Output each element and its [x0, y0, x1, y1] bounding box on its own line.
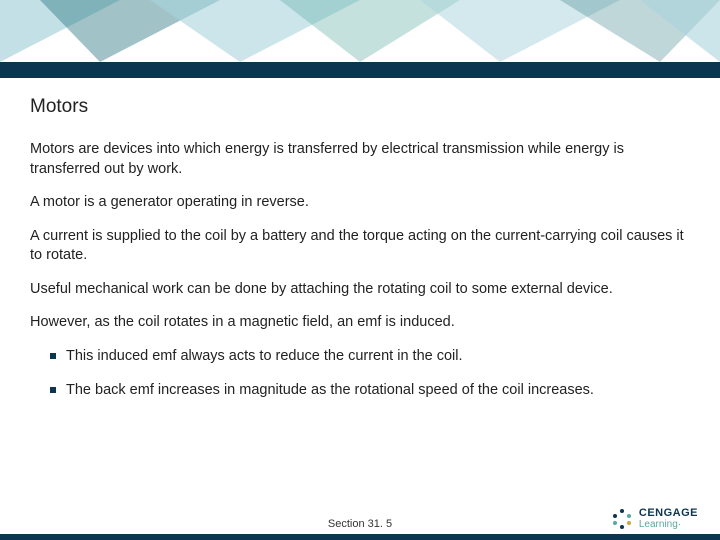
paragraph: However, as the coil rotates in a magnet… — [30, 313, 690, 333]
paragraph: A motor is a generator operating in reve… — [30, 193, 690, 213]
slide-header — [0, 0, 720, 78]
paragraph: Useful mechanical work can be done by at… — [30, 280, 690, 300]
header-triangles-svg — [0, 0, 720, 62]
slide-title: Motors — [30, 96, 690, 118]
section-label: Section 31. 5 — [328, 518, 392, 530]
bullet-item: This induced emf always acts to reduce t… — [50, 347, 690, 367]
slide-content: Motors Motors are devices into which ene… — [0, 78, 720, 400]
header-pattern — [0, 0, 720, 62]
cengage-logo: CENGAGE Learning· — [611, 508, 698, 530]
logo-text: CENGAGE Learning· — [639, 508, 698, 530]
slide-footer: Section 31. 5 CENGAGE Learning· — [0, 502, 720, 540]
logo-sub: Learning· — [639, 520, 698, 531]
logo-mark-icon — [611, 508, 633, 530]
header-bar — [0, 62, 720, 78]
paragraph: Motors are devices into which energy is … — [30, 140, 690, 179]
bullet-item: The back emf increases in magnitude as t… — [50, 381, 690, 401]
bullet-list: This induced emf always acts to reduce t… — [30, 347, 690, 400]
paragraph: A current is supplied to the coil by a b… — [30, 227, 690, 266]
footer-bar — [0, 534, 720, 540]
